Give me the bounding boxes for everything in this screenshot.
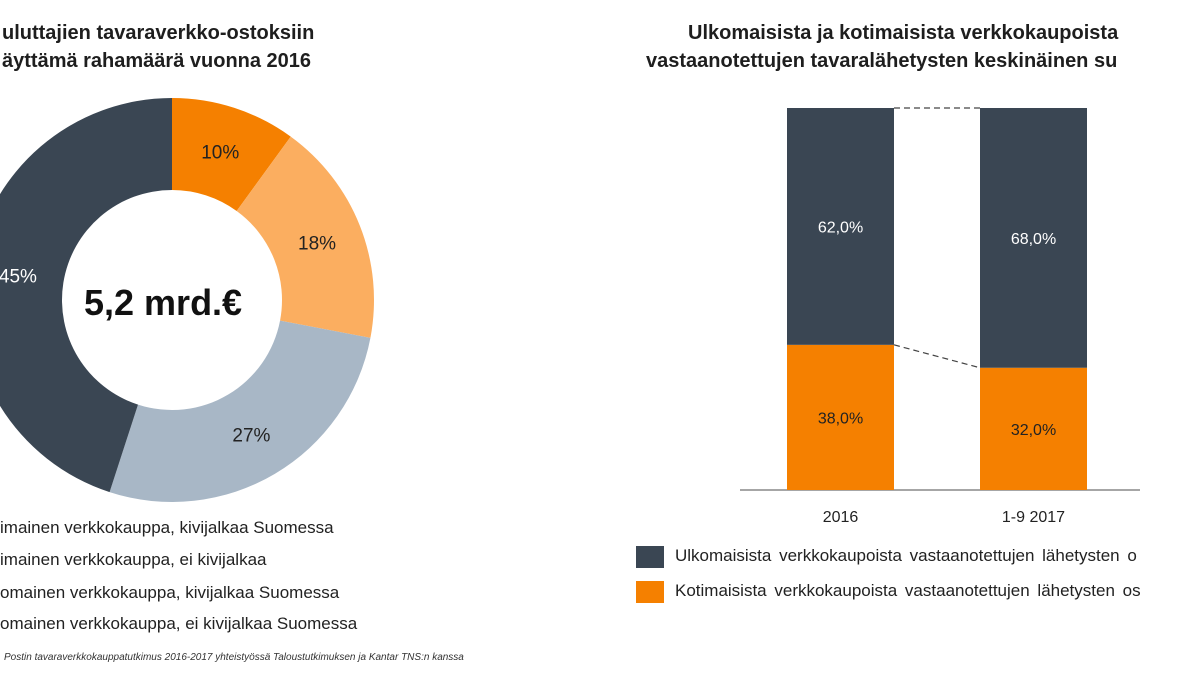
donut-legend-item: imainen verkkokauppa, kivijalkaa Suomess… xyxy=(0,518,334,537)
donut-title-line2: äyttämä rahamäärä vuonna 2016 xyxy=(2,50,312,72)
donut-legend-item: imainen verkkokauppa, ei kivijalkaa xyxy=(0,550,267,569)
donut-title-line1: uluttajien tavaraverkko-ostoksiin xyxy=(2,22,315,44)
donut-slice xyxy=(172,98,291,212)
bar-legend-item: Kotimaisista verkkokaupoista vastaanotet… xyxy=(675,581,1141,600)
donut-slice-label: 18% xyxy=(298,234,336,255)
donut-legend-item: omainen verkkokauppa, ei kivijalkaa Suom… xyxy=(0,614,358,633)
donut-slice xyxy=(109,320,371,502)
bar-segment xyxy=(787,344,894,490)
donut-legend-item: omainen verkkokauppa, kivijalkaa Suomess… xyxy=(0,583,340,602)
bar-value-label: 32,0% xyxy=(1011,422,1056,439)
donut-slice-label: 45% xyxy=(0,267,37,288)
source-note: Postin tavaraverkkokauppatutkimus 2016-2… xyxy=(4,652,464,663)
donut-slice xyxy=(236,136,374,338)
bar-legend-item: Ulkomaisista verkkokaupoista vastaanotet… xyxy=(675,546,1137,565)
bar-legend-swatch-dark xyxy=(636,546,664,568)
bar-title-line1: Ulkomaisista ja kotimaisista verkkokaupo… xyxy=(688,22,1119,44)
bar-value-label: 38,0% xyxy=(818,410,863,427)
bar-segment xyxy=(787,108,894,345)
bar-segment xyxy=(980,108,1087,368)
bar-value-label: 62,0% xyxy=(818,219,863,236)
bar-title-line2: vastaanotettujen tavaralähetysten keskin… xyxy=(646,50,1118,72)
bar-value-label: 68,0% xyxy=(1011,231,1056,248)
donut-center-label: 5,2 mrd.€ xyxy=(84,282,243,323)
x-tick-label: 2016 xyxy=(823,509,859,526)
donut-slice-label: 27% xyxy=(232,425,270,446)
bar-legend-swatch-orange xyxy=(636,581,664,603)
donut-slice-label: 10% xyxy=(201,143,239,164)
bar-segment xyxy=(980,367,1087,490)
donut-slice xyxy=(0,98,172,493)
series-connector-line xyxy=(893,344,981,369)
x-tick-label: 1-9 2017 xyxy=(1002,509,1065,526)
